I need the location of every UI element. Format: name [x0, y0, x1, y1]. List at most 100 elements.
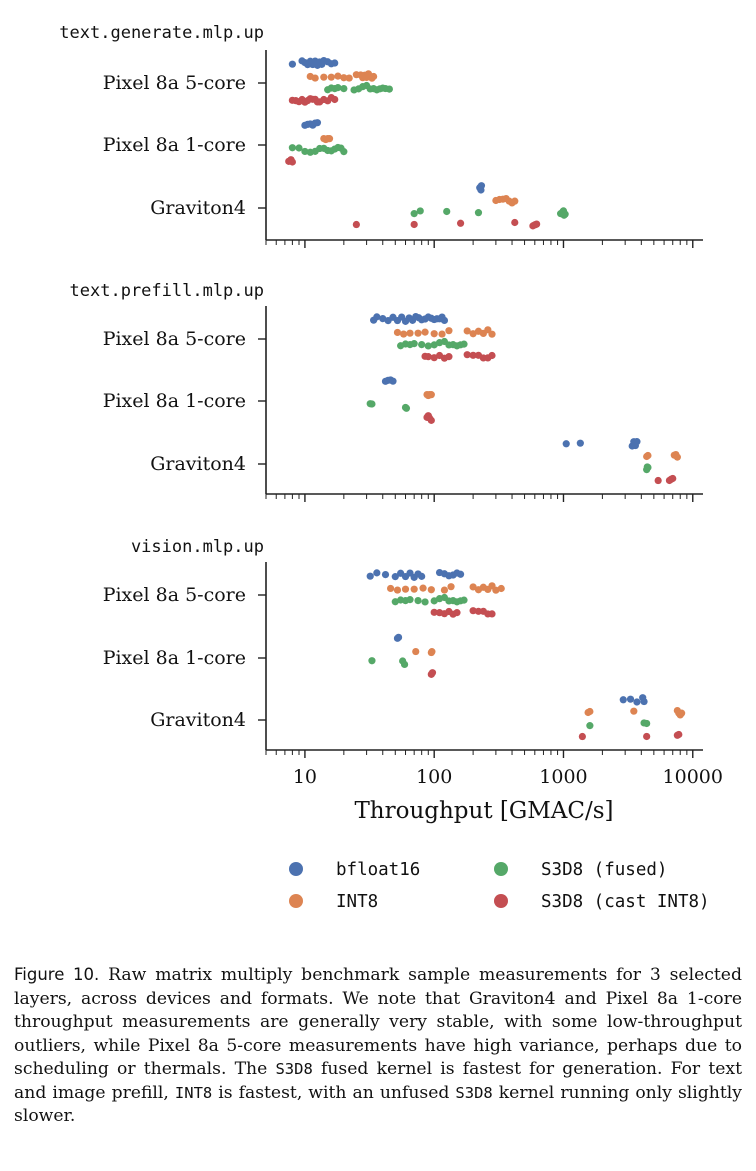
data-point-int8 — [410, 585, 418, 593]
data-point-s3d8-fused — [424, 342, 432, 350]
data-point-bfloat16 — [313, 119, 322, 127]
data-point-s3d8-fused — [460, 340, 468, 348]
data-point-s3d8-fused — [385, 85, 393, 93]
data-point-int8 — [488, 330, 496, 338]
data-point-bfloat16 — [373, 313, 381, 321]
data-point-s3d8-cast-int8 — [669, 474, 677, 483]
data-point-int8 — [445, 327, 453, 335]
data-point-int8 — [440, 586, 449, 594]
data-point-s3d8-cast-int8 — [533, 220, 541, 228]
legend-label: S3D8 (cast INT8) — [541, 892, 710, 912]
legend-label: INT8 — [336, 892, 378, 912]
data-point-s3d8-cast-int8 — [424, 353, 432, 361]
legend-marker — [289, 894, 303, 908]
data-point-bfloat16 — [633, 438, 641, 446]
data-point-int8 — [393, 328, 402, 337]
data-point-s3d8-cast-int8 — [488, 351, 496, 360]
data-point-int8 — [644, 451, 652, 460]
caption-text-4: kernel running only slightly slower. — [14, 1082, 742, 1127]
panel-title: vision.mlp.up — [131, 537, 264, 557]
chart-panel-2: text.prefill.mlp.up Pixel 8a 5-core Pixel … — [70, 281, 703, 502]
category-label: Pixel 8a 1-core — [103, 134, 246, 156]
data-point-s3d8-fused — [418, 340, 426, 349]
data-point-bfloat16 — [373, 569, 381, 577]
data-point-s3d8-fused — [406, 596, 414, 604]
category-label: Graviton4 — [150, 453, 246, 475]
data-point-s3d8-cast-int8 — [675, 730, 683, 739]
category-label: Pixel 8a 1-core — [103, 390, 246, 412]
x-tick-label: 10000 — [663, 766, 723, 788]
data-point-s3d8-cast-int8 — [456, 219, 465, 227]
data-point-bfloat16 — [619, 696, 627, 704]
data-point-s3d8-fused — [416, 207, 424, 215]
data-point-s3d8-fused — [644, 463, 652, 472]
data-point-s3d8-cast-int8 — [643, 732, 651, 741]
panel-title: text.prefill.mlp.up — [70, 281, 264, 301]
data-point-int8 — [393, 586, 402, 594]
data-point-int8 — [311, 74, 319, 82]
data-point-s3d8-cast-int8 — [428, 669, 437, 677]
data-point-int8 — [345, 74, 353, 82]
category-label: Pixel 8a 5-core — [103, 328, 246, 350]
data-point-s3d8-fused — [410, 210, 418, 218]
data-point-int8 — [428, 648, 436, 656]
caption-label: Figure 10. — [14, 965, 100, 984]
data-point-s3d8-fused — [643, 719, 651, 728]
category-label: Graviton4 — [150, 197, 246, 219]
data-point-bfloat16 — [633, 698, 641, 706]
data-point-int8 — [419, 584, 427, 592]
data-point-int8 — [447, 583, 455, 591]
data-point-s3d8-cast-int8 — [463, 351, 471, 359]
data-point-s3d8-fused — [295, 144, 303, 152]
caption-text-3: is fastest, with an unfused — [212, 1082, 456, 1103]
data-point-bfloat16 — [394, 633, 403, 641]
legend-item: S3D8 (fused) — [494, 860, 667, 880]
data-point-int8 — [340, 74, 348, 82]
data-point-int8 — [497, 584, 505, 593]
data-point-bfloat16 — [477, 182, 486, 190]
data-point-bfloat16 — [391, 573, 399, 581]
data-point-s3d8-fused — [301, 147, 309, 156]
data-point-bfloat16 — [331, 59, 339, 67]
caption-code-s3d8-unfused: S3D8 — [455, 1083, 493, 1102]
data-point-s3d8-cast-int8 — [578, 732, 586, 741]
data-point-s3d8-fused — [368, 657, 376, 665]
data-point-bfloat16 — [366, 572, 374, 580]
data-point-int8 — [630, 707, 638, 715]
data-point-s3d8-cast-int8 — [511, 218, 519, 227]
data-point-s3d8-cast-int8 — [488, 610, 496, 618]
category-label: Graviton4 — [150, 709, 246, 731]
data-point-int8 — [334, 72, 342, 80]
x-tick-label: 1000 — [539, 766, 587, 788]
data-point-s3d8-cast-int8 — [288, 158, 296, 166]
data-point-s3d8-fused — [288, 144, 296, 152]
data-point-int8 — [427, 586, 435, 594]
data-point-s3d8-fused — [340, 84, 348, 93]
data-point-s3d8-fused — [334, 84, 342, 92]
category-label: Pixel 8a 5-core — [103, 72, 246, 94]
data-point-int8 — [320, 73, 328, 81]
caption-code-int8: INT8 — [174, 1083, 213, 1102]
data-point-s3d8-fused — [414, 596, 422, 605]
data-point-bfloat16 — [576, 439, 584, 447]
legend-marker — [289, 862, 303, 876]
data-point-s3d8-fused — [421, 598, 429, 606]
legend-item: bfloat16 — [289, 860, 420, 880]
legend-label: S3D8 (fused) — [541, 860, 667, 880]
data-point-bfloat16 — [640, 697, 648, 706]
data-point-s3d8-cast-int8 — [654, 476, 662, 485]
data-point-s3d8-cast-int8 — [469, 607, 477, 615]
data-point-int8 — [325, 135, 334, 143]
data-point-s3d8-cast-int8 — [410, 220, 418, 229]
legend-marker — [494, 862, 508, 876]
data-point-int8 — [511, 197, 519, 205]
legend-item: S3D8 (cast INT8) — [494, 892, 710, 912]
data-point-s3d8-cast-int8 — [430, 608, 438, 616]
data-point-s3d8-fused — [402, 404, 411, 412]
data-point-int8 — [414, 329, 422, 337]
data-point-int8 — [469, 583, 477, 591]
panel-title: text.generate.mlp.up — [59, 23, 264, 43]
data-point-bfloat16 — [562, 440, 570, 448]
data-point-int8 — [421, 328, 429, 336]
